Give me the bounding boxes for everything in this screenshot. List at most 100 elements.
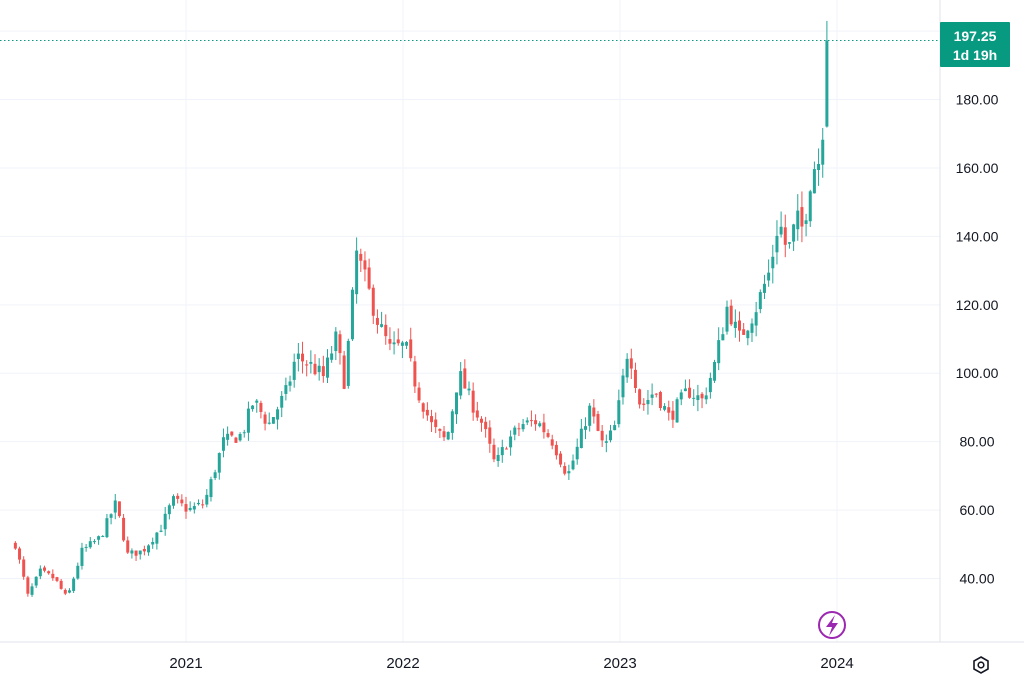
candle-body	[467, 388, 471, 391]
candle	[255, 398, 259, 413]
candle-body	[484, 421, 488, 430]
candle-body	[301, 353, 305, 362]
candle-body	[392, 342, 396, 345]
candle-body	[621, 375, 625, 398]
candle-body	[654, 393, 658, 395]
candle	[226, 426, 230, 446]
candle-body	[30, 586, 34, 595]
candle	[363, 251, 367, 282]
candle	[750, 318, 754, 343]
time-axis[interactable]: 2021 2022 2023 2024	[0, 641, 1024, 672]
candle	[467, 381, 471, 396]
candle-body	[550, 439, 554, 446]
candle-body	[355, 250, 359, 295]
candle	[758, 289, 762, 314]
candle-body	[667, 407, 671, 413]
candle	[517, 422, 521, 437]
candle	[617, 389, 621, 428]
candle-body	[242, 432, 246, 434]
events-lightning-icon[interactable]	[818, 611, 846, 639]
candle-body	[688, 387, 692, 398]
candle	[742, 322, 746, 335]
candle	[97, 535, 101, 545]
candle-body	[430, 416, 434, 423]
candle	[604, 434, 608, 453]
x-tick-label: 2021	[169, 655, 202, 672]
candle	[309, 350, 313, 374]
candle-body	[479, 418, 483, 423]
candle-body	[47, 571, 51, 574]
candle	[350, 287, 354, 341]
candle-body	[463, 368, 467, 389]
candle	[529, 410, 533, 427]
candle	[613, 420, 617, 431]
candle	[646, 390, 650, 415]
candle	[729, 299, 733, 327]
candle-body	[59, 580, 63, 589]
candle	[554, 441, 558, 460]
candle	[704, 387, 708, 405]
candle-body	[192, 506, 196, 510]
candle-body	[675, 399, 679, 423]
candle	[267, 412, 271, 425]
candle-body	[267, 422, 271, 424]
candle-body	[342, 355, 346, 389]
candle	[134, 550, 138, 561]
candle	[771, 244, 775, 284]
settings-icon[interactable]	[973, 656, 989, 674]
candle-body	[504, 448, 508, 450]
candle-body	[421, 403, 425, 412]
candle	[196, 499, 200, 506]
candle-body	[425, 409, 429, 416]
candle	[26, 575, 30, 597]
candle	[475, 401, 479, 421]
candle-body	[571, 460, 575, 470]
candle-body	[817, 163, 821, 170]
candle	[667, 400, 671, 421]
candle-body	[80, 547, 84, 566]
candle-body	[821, 139, 825, 165]
candle-body	[388, 339, 392, 344]
candle-body	[455, 392, 459, 415]
candle	[430, 409, 434, 432]
candle-body	[63, 589, 67, 594]
candle	[221, 428, 225, 458]
candle	[492, 438, 496, 463]
price-axis[interactable]: 40.00 60.00 80.00 100.00 120.00 140.00 160.00 1…	[939, 0, 999, 642]
candle-body	[638, 389, 642, 405]
candle-body	[217, 453, 221, 473]
candle	[683, 379, 687, 392]
candle-body	[188, 507, 192, 511]
candle	[425, 402, 429, 421]
candle-body	[559, 453, 563, 465]
candle	[600, 425, 604, 447]
candle	[434, 412, 438, 434]
candle	[38, 565, 42, 580]
candle	[342, 350, 346, 390]
candle-body	[600, 430, 604, 441]
candle-body	[101, 536, 105, 538]
candle-body	[517, 428, 521, 430]
candle	[280, 391, 284, 418]
candle-body	[305, 364, 309, 366]
candle-body	[754, 312, 758, 326]
candle-body	[683, 388, 687, 392]
candle-body	[271, 417, 275, 424]
candle-body	[97, 536, 101, 540]
candle	[92, 539, 96, 545]
candle	[22, 556, 26, 580]
candle	[409, 327, 413, 362]
candle	[663, 403, 667, 412]
candle	[259, 400, 263, 419]
candle	[138, 550, 142, 560]
candle	[450, 409, 454, 440]
candle	[546, 429, 550, 439]
candle-body	[542, 422, 546, 433]
candle	[63, 588, 67, 596]
candle	[238, 432, 242, 442]
candle	[725, 300, 729, 335]
candle-body	[733, 321, 737, 328]
candle	[209, 476, 213, 502]
